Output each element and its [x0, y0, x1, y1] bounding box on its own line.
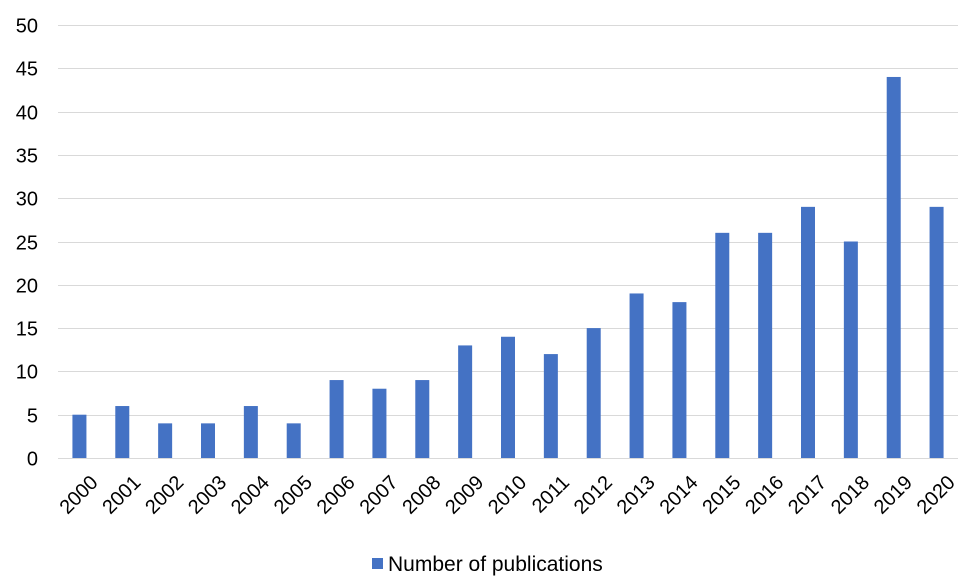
x-tick-label: 2019 [870, 472, 917, 519]
x-tick-label: 2020 [913, 472, 958, 519]
x-axis-ticks: 2000200120022003200420052006200720082009… [56, 472, 958, 519]
x-tick-label: 2005 [270, 472, 317, 519]
x-tick-label: 2011 [528, 472, 574, 518]
bar [201, 423, 215, 458]
x-tick-label: 2015 [698, 472, 745, 519]
x-tick-label: 2003 [184, 472, 231, 519]
bar [115, 406, 130, 458]
bar [72, 414, 87, 458]
bar [629, 293, 644, 458]
gridlines [58, 25, 958, 459]
y-tick-label: 20 [16, 276, 38, 298]
bars [72, 76, 944, 459]
legend: Number of publications [372, 553, 603, 576]
y-tick-label: 40 [16, 103, 38, 125]
x-tick-label: 2008 [398, 472, 445, 519]
bar [286, 423, 301, 458]
bar [672, 302, 687, 458]
x-tick-label: 2009 [441, 472, 488, 519]
x-tick-label: 2007 [356, 472, 403, 519]
x-tick-label: 2010 [484, 472, 531, 519]
y-tick-label: 15 [16, 319, 38, 341]
bar [929, 206, 944, 458]
bar [715, 232, 730, 458]
x-tick-label: 2013 [613, 472, 660, 519]
bar [843, 241, 858, 458]
legend-label: Number of publications [388, 553, 603, 576]
legend-swatch [372, 558, 383, 569]
bar [543, 354, 558, 458]
x-tick-label: 2014 [656, 472, 703, 519]
bar [586, 328, 601, 458]
bar [372, 388, 387, 458]
x-tick-label: 2002 [141, 472, 188, 519]
bar [758, 232, 773, 458]
y-tick-label: 30 [16, 189, 38, 211]
bar [458, 345, 473, 458]
x-tick-label: 2016 [741, 472, 788, 519]
y-tick-label: 5 [27, 406, 38, 428]
bar [158, 423, 173, 458]
y-tick-label: 50 [16, 16, 38, 38]
bar [415, 380, 430, 458]
bar [501, 336, 515, 458]
y-tick-label: 45 [16, 59, 38, 81]
x-tick-label: 2006 [313, 472, 360, 519]
x-tick-label: 2000 [56, 472, 103, 519]
bar [801, 206, 815, 458]
x-tick-label: 2018 [827, 472, 874, 519]
bar [886, 76, 901, 459]
y-tick-label: 10 [16, 362, 38, 384]
x-tick-label: 2004 [227, 472, 274, 519]
y-tick-label: 0 [27, 449, 38, 471]
x-tick-label: 2001 [98, 472, 145, 519]
bar [329, 380, 344, 458]
y-tick-label: 25 [16, 233, 38, 255]
y-tick-label: 35 [16, 146, 38, 168]
bar [243, 406, 258, 458]
x-tick-label: 2012 [570, 472, 617, 519]
y-axis-ticks: 0 5 10 15 20 25 30 35 40 45 50 [16, 16, 38, 471]
x-tick-label: 2017 [784, 472, 831, 519]
